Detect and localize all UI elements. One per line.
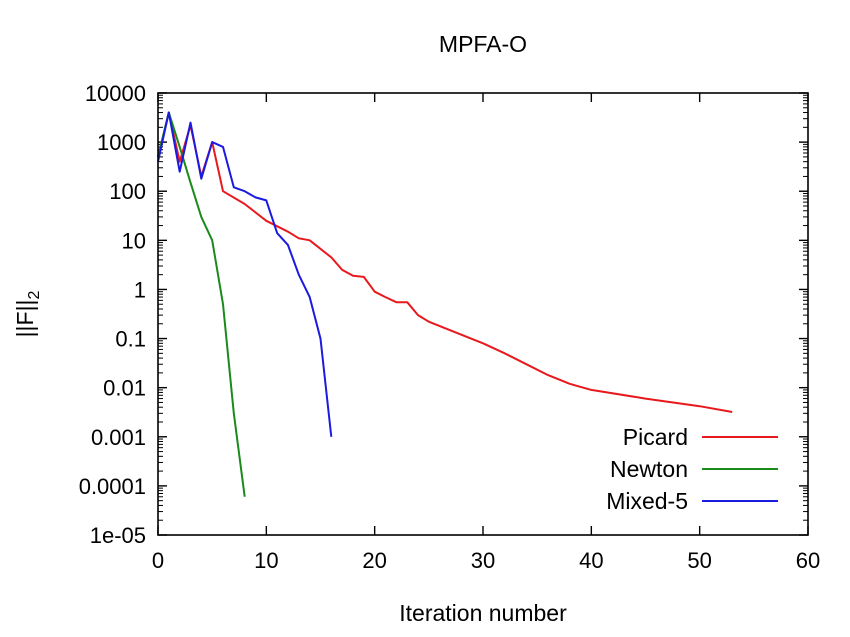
y-tick-label: 0.0001 [79, 474, 146, 499]
x-tick-label: 0 [152, 548, 164, 573]
x-tick-label: 60 [796, 548, 820, 573]
y-axis-title-main: ||F|| [12, 299, 38, 337]
y-tick-label: 0.1 [115, 327, 146, 352]
y-tick-label: 10 [122, 228, 146, 253]
series-line-picard [157, 111, 733, 413]
legend-label-picard: Picard [623, 424, 688, 450]
x-axis-title: Iteration number [399, 600, 567, 626]
y-tick-label: 1000 [97, 130, 146, 155]
y-tick-label: 0.001 [91, 425, 146, 450]
x-tick-label: 40 [579, 548, 603, 573]
series-line-newton [157, 111, 246, 497]
y-tick-label: 0.01 [103, 376, 146, 401]
plot-frame [157, 92, 809, 536]
y-tick-label: 10000 [85, 81, 146, 106]
y-tick-label: 100 [109, 179, 146, 204]
legend: Picard Newton Mixed-5 [606, 424, 778, 514]
x-tick-label: 20 [362, 548, 386, 573]
legend-label-mixed-5: Mixed-5 [606, 488, 688, 514]
x-tick-label: 50 [687, 548, 711, 573]
y-axis-title-subscript: 2 [26, 290, 43, 299]
svg-text:||F||2: ||F||2 [12, 290, 43, 337]
chart-title: MPFA-O [439, 31, 527, 57]
x-tick-label: 30 [471, 548, 495, 573]
series-line-mixed-5 [157, 111, 333, 437]
x-tick-label: 10 [254, 548, 278, 573]
legend-label-newton: Newton [610, 456, 688, 482]
y-tick-label: 1e-05 [90, 523, 146, 548]
y-axis-title: ||F||2 [12, 290, 43, 337]
axis-ticks: 0 10 20 30 40 50 60 10000 1000 100 10 1 0.1 0.01 0.001… [79, 81, 821, 573]
y-tick-label: 1 [134, 277, 146, 302]
series-lines [157, 111, 733, 497]
